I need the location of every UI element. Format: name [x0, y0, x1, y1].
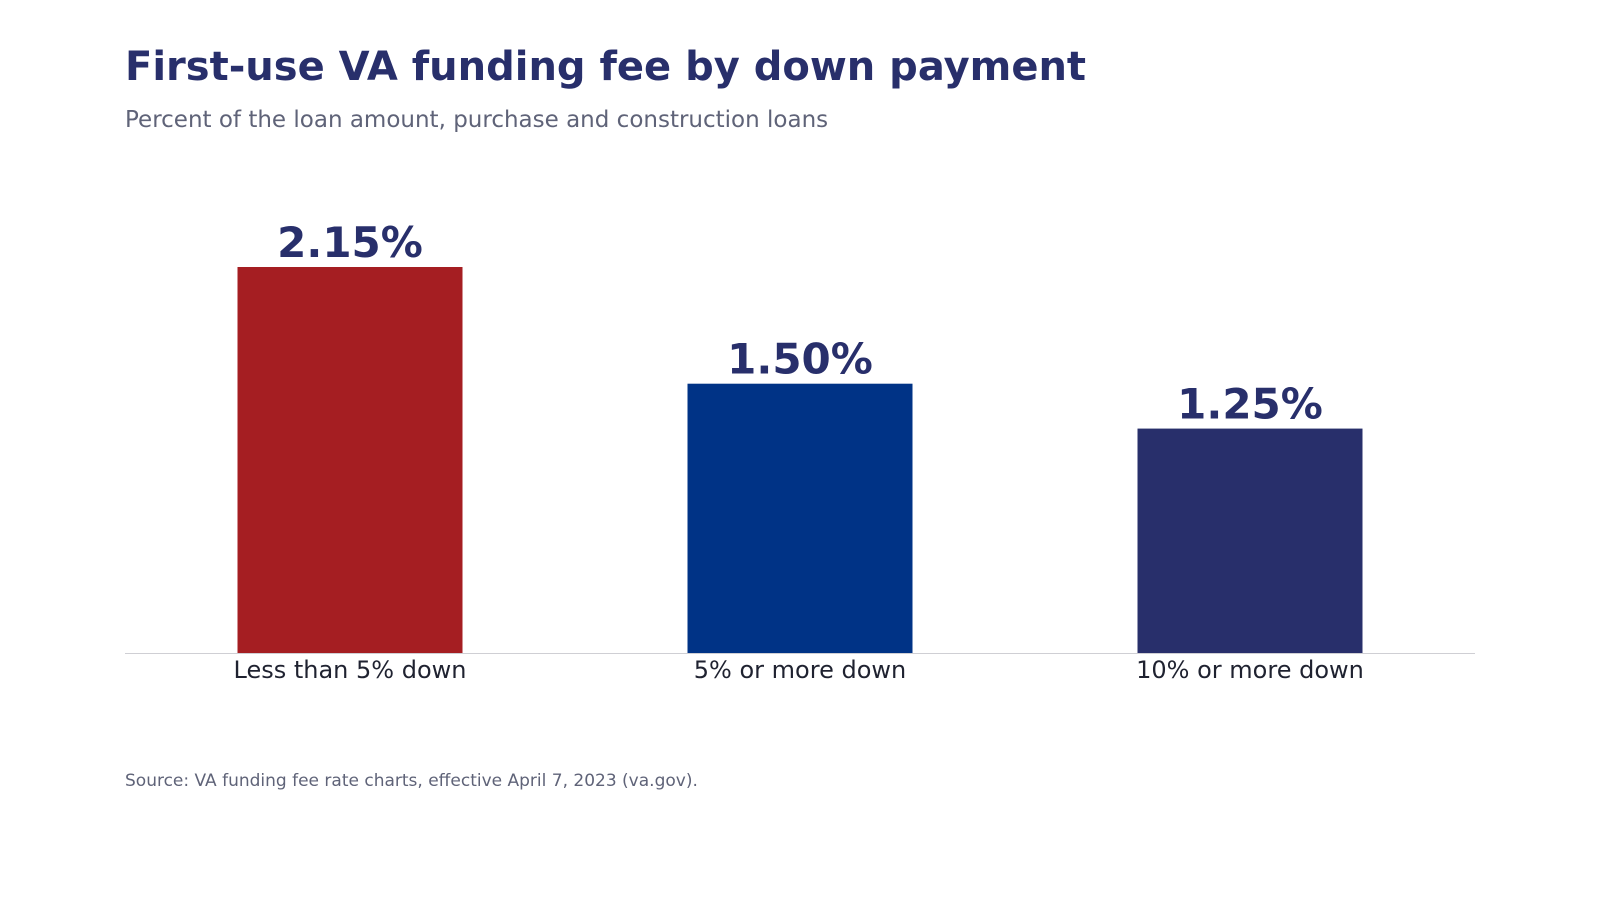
source-note: Source: VA funding fee rate charts, effe…: [125, 771, 698, 791]
bar-3: [1137, 428, 1363, 653]
bar-2: [687, 383, 913, 653]
category-label-3: 10% or more down: [1136, 656, 1364, 684]
bar-1: [237, 267, 463, 653]
data-label-2: 1.50%: [727, 335, 873, 384]
data-label-1: 2.15%: [277, 218, 423, 267]
category-label-1: Less than 5% down: [234, 656, 467, 684]
chart-subtitle: Percent of the loan amount, purchase and…: [125, 107, 829, 133]
data-label-3: 1.25%: [1177, 380, 1323, 429]
category-label-2: 5% or more down: [694, 656, 906, 684]
chart-title: First-use VA funding fee by down payment: [125, 44, 1087, 90]
